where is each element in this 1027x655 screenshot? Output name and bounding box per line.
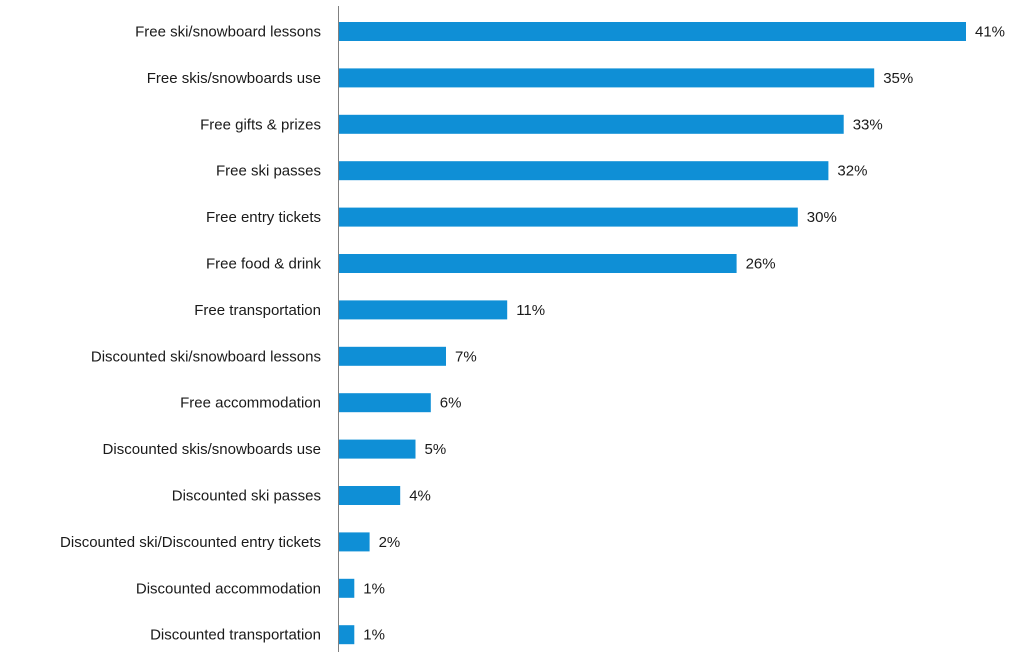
bar-4 (339, 207, 798, 227)
value-label-0: 41% (975, 24, 1005, 41)
bar-13 (339, 625, 355, 645)
category-label-13: Discounted transportation (150, 627, 321, 644)
category-label-9: Discounted skis/snowboards use (103, 441, 321, 458)
bar-7 (339, 346, 446, 366)
category-label-6: Free transportation (194, 302, 321, 319)
value-label-10: 4% (409, 488, 431, 505)
category-label-2: Free gifts & prizes (200, 116, 321, 133)
bar-10 (339, 486, 401, 505)
bar-9 (339, 439, 416, 459)
bar-12 (339, 578, 355, 598)
value-label-8: 6% (440, 395, 462, 412)
bar-6 (339, 300, 508, 320)
bar-3 (339, 161, 829, 181)
category-label-12: Discounted accommodation (136, 580, 321, 597)
value-labels-group: 41% 35% 33% 32% 30% 26% 11% 7% 6% 5% 4% 2% 1% 1% (363, 24, 1005, 644)
value-label-6: 11% (516, 302, 545, 319)
value-label-7: 7% (455, 348, 477, 365)
value-label-13: 1% (363, 627, 385, 644)
category-label-4: Free entry tickets (206, 209, 321, 226)
value-label-11: 2% (379, 534, 401, 551)
value-label-1: 35% (883, 70, 913, 87)
value-label-4: 30% (807, 209, 837, 226)
bar-2 (339, 114, 844, 134)
value-label-12: 1% (363, 580, 385, 597)
value-label-5: 26% (746, 256, 776, 273)
bar-1 (339, 68, 875, 88)
bar-11 (339, 532, 370, 552)
bar-5 (339, 254, 737, 273)
category-label-10: Discounted ski passes (172, 488, 321, 505)
category-label-7: Discounted ski/snowboard lessons (91, 348, 321, 365)
category-label-5: Free food & drink (206, 256, 322, 273)
category-labels-group: Free ski/snowboard lessons Free skis/snow… (60, 24, 321, 644)
category-label-3: Free ski passes (216, 163, 321, 180)
category-label-8: Free accommodation (180, 395, 321, 412)
bar-8 (339, 393, 431, 413)
value-label-9: 5% (425, 441, 447, 458)
bars-group (339, 22, 966, 645)
bar-0 (339, 22, 966, 41)
category-label-11: Discounted ski/Discounted entry tickets (60, 534, 321, 551)
category-label-1: Free skis/snowboards use (147, 70, 321, 87)
category-label-0: Free ski/snowboard lessons (135, 24, 321, 41)
value-label-3: 32% (837, 163, 867, 180)
value-label-2: 33% (853, 116, 883, 133)
